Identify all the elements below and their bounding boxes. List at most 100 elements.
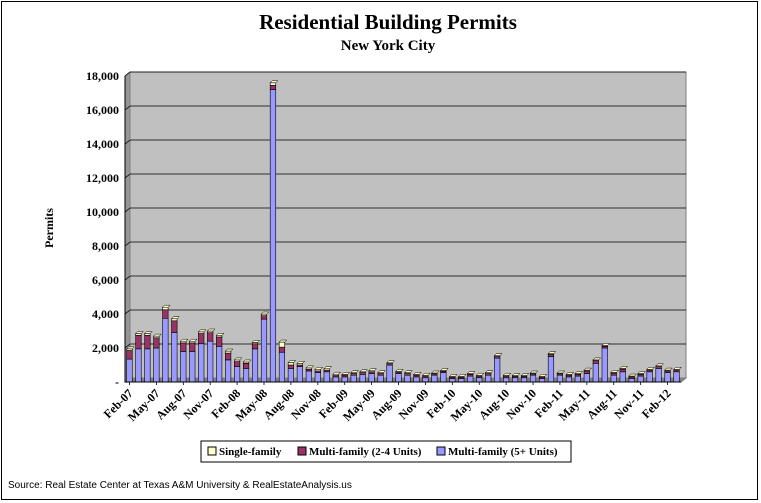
- gridline-side: [124, 207, 131, 213]
- bar-multi-family-5plus: [180, 351, 187, 383]
- bar-single-family: [287, 362, 294, 366]
- bar-multi-family-5plus: [386, 364, 393, 383]
- bar-top: [655, 363, 664, 367]
- bar-multi-family-5plus: [449, 378, 456, 383]
- bars: [126, 80, 682, 383]
- bar-multi-family-5plus: [144, 348, 151, 383]
- bar-multi-family-5plus: [440, 372, 447, 383]
- legend-label-multi-family-5plus: Multi-family (5+ Units): [448, 446, 558, 458]
- bar-multi-family-5plus: [538, 378, 546, 383]
- bar-multi-family-5plus: [413, 376, 420, 383]
- y-tick-label: -: [115, 375, 119, 389]
- x-tick-label: Aug-07: [153, 386, 189, 422]
- bar-multi-family-5plus: [655, 368, 662, 383]
- gridline-side: [124, 139, 131, 145]
- bar-single-family: [180, 340, 187, 344]
- bar-multi-family-5plus: [467, 375, 474, 383]
- x-tick-label: Nov-07: [180, 386, 216, 422]
- bar-multi-family-2-4: [592, 360, 599, 364]
- bar-multi-family-2-4: [189, 342, 196, 352]
- bar-multi-family-5plus: [395, 373, 402, 383]
- bar-multi-family-5plus: [556, 374, 564, 383]
- bar-single-family: [260, 313, 268, 316]
- bar-top: [215, 333, 225, 336]
- bar-multi-family-5plus: [341, 376, 348, 383]
- bar-top: [431, 370, 440, 374]
- bar-multi-family-5plus: [628, 378, 635, 383]
- chart-title: Residential Building Permits: [259, 10, 517, 34]
- bar-multi-family-5plus: [287, 368, 294, 383]
- bar-top: [457, 374, 467, 377]
- gridline-side: [124, 241, 131, 247]
- bar-top: [233, 357, 243, 361]
- bar-multi-family-5plus: [314, 372, 321, 383]
- bar-top: [242, 359, 252, 363]
- bar-multi-family-2-4: [162, 309, 169, 319]
- gridline-side: [124, 309, 131, 315]
- bar-top: [538, 374, 548, 377]
- bar-multi-family-5plus: [619, 371, 626, 383]
- bar-multi-family-2-4: [251, 343, 259, 350]
- bar-multi-family-5plus: [207, 340, 214, 383]
- gridline-side: [124, 173, 131, 179]
- bar-multi-family-5plus: [583, 373, 590, 383]
- x-tick-label: Aug-11: [584, 386, 620, 422]
- y-tick-label: 8,000: [92, 239, 119, 253]
- x-tick-label: Aug-08: [261, 386, 297, 422]
- bar-top: [637, 371, 647, 374]
- gridline-side: [124, 105, 131, 111]
- bar-single-family: [171, 318, 178, 322]
- bar-top: [529, 370, 539, 374]
- bar-top: [673, 367, 682, 370]
- bar-top: [323, 366, 333, 369]
- bar-multi-family-2-4: [234, 361, 241, 368]
- bar-multi-family-5plus: [359, 374, 366, 383]
- bar-multi-family-5plus: [664, 372, 671, 383]
- bar-top: [153, 333, 162, 337]
- bar-top: [484, 370, 494, 373]
- bar-multi-family-2-4: [126, 350, 133, 360]
- plot-side-wall: [124, 70, 131, 384]
- bar-single-family: [314, 368, 321, 372]
- bar-multi-family-2-4: [180, 342, 187, 352]
- axes: [124, 76, 681, 383]
- bar-multi-family-5plus: [574, 375, 581, 383]
- bar-multi-family-5plus: [503, 377, 510, 383]
- bar-multi-family-5plus: [305, 370, 312, 383]
- bar-top: [341, 372, 351, 375]
- bar-top: [439, 368, 449, 371]
- bar-top: [448, 374, 458, 377]
- legend-swatch-single-family: [207, 446, 217, 456]
- gridlines: [124, 71, 686, 349]
- bar-top: [547, 351, 557, 354]
- bar-top: [269, 80, 279, 84]
- gridline-side: [124, 71, 131, 77]
- chart-subtitle: New York City: [341, 38, 436, 54]
- bar-multi-family-2-4: [610, 372, 617, 376]
- bar-top: [493, 353, 503, 356]
- bar-top: [278, 339, 288, 343]
- bar-multi-family-2-4: [153, 337, 160, 349]
- bar-single-family: [296, 362, 303, 366]
- bar-single-family: [225, 350, 232, 354]
- bar-top: [224, 348, 234, 352]
- bar-top: [296, 361, 306, 364]
- bar-top: [350, 370, 360, 373]
- y-tick-label: 4,000: [92, 307, 119, 321]
- legend: Single-family Multi-family (2-4 Units) M…: [200, 440, 572, 463]
- legend-swatch-multi-family-5plus: [436, 446, 446, 456]
- bar-single-family: [216, 334, 223, 338]
- bar-multi-family-2-4: [619, 368, 626, 373]
- bar-top: [413, 372, 422, 375]
- bar-single-family: [162, 306, 169, 311]
- bar-multi-family-2-4: [216, 336, 223, 347]
- bar-multi-family-5plus: [269, 89, 277, 383]
- legend-swatch-multi-family-2-4: [297, 446, 307, 456]
- bar-multi-family-5plus: [260, 318, 268, 383]
- y-tick-label: 2,000: [92, 341, 119, 355]
- bar-single-family: [234, 359, 241, 362]
- bar-multi-family-2-4: [135, 334, 142, 350]
- bar-top: [574, 371, 584, 374]
- bar-multi-family-5plus: [126, 358, 133, 383]
- x-tick-label: Nov-10: [503, 386, 539, 422]
